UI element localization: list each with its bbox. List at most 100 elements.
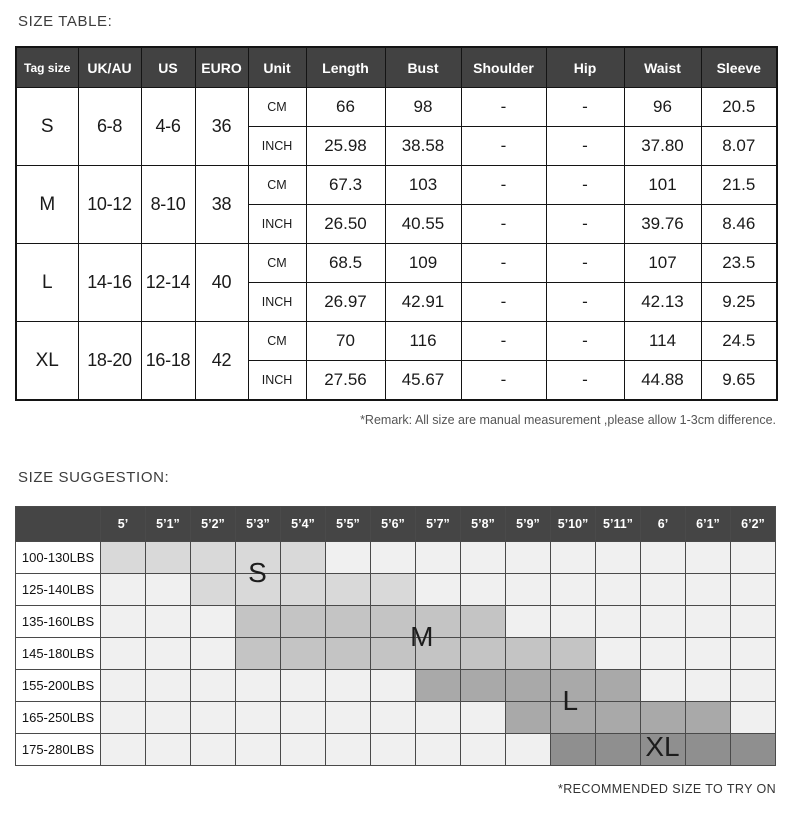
value-cell: 109 xyxy=(384,243,462,283)
size-table-header-cell: Hip xyxy=(545,46,625,88)
grid-cell xyxy=(415,669,461,702)
value-cell: 107 xyxy=(623,243,702,283)
unit-cell: INCH xyxy=(247,126,307,166)
value-cell: - xyxy=(545,165,625,205)
height-header-cell: 5’6” xyxy=(370,506,416,542)
grid-cell xyxy=(415,701,461,734)
grid-cell xyxy=(730,605,776,638)
grid-cell xyxy=(595,605,641,638)
grid-cell xyxy=(145,669,191,702)
grid-cell xyxy=(730,669,776,702)
height-header-cell: 5’5” xyxy=(325,506,371,542)
recommended-note: *RECOMMENDED SIZE TO TRY ON xyxy=(557,782,776,796)
size-suggestion-table: 5’ 5’1” 5’2” 5’3” 5’4” 5’5” 5’6” 5’7” 5’8” 5’9” 5’… xyxy=(15,506,776,766)
size-table-header-cell: Shoulder xyxy=(460,46,547,88)
grid-cell xyxy=(100,637,146,670)
unit-cell: INCH xyxy=(247,282,307,322)
grid-cell xyxy=(145,573,191,606)
grid-cell xyxy=(640,733,686,766)
grid-cell xyxy=(325,637,371,670)
grid-cell xyxy=(235,573,281,606)
grid-cell xyxy=(685,733,731,766)
value-cell: - xyxy=(460,126,547,166)
grid-cell xyxy=(685,541,731,574)
table-row: 135-160LBS xyxy=(15,605,776,638)
grid-cell xyxy=(100,605,146,638)
value-cell: 40.55 xyxy=(384,204,462,244)
size-table-header-cell: UK/AU xyxy=(77,46,142,88)
grid-cell xyxy=(100,573,146,606)
corner-cell xyxy=(15,506,101,542)
euro-cell: 38 xyxy=(194,165,249,244)
grid-cell xyxy=(190,701,236,734)
height-header-cell: 5’7” xyxy=(415,506,461,542)
grid-cell xyxy=(640,701,686,734)
grid-cell xyxy=(190,733,236,766)
value-cell: 37.80 xyxy=(623,126,702,166)
value-cell: 21.5 xyxy=(700,165,778,205)
size-suggestion-header-row: 5’ 5’1” 5’2” 5’3” 5’4” 5’5” 5’6” 5’7” 5’8” 5’9” 5’… xyxy=(15,506,776,542)
grid-cell xyxy=(730,541,776,574)
grid-cell xyxy=(325,669,371,702)
value-cell: 42.13 xyxy=(623,282,702,322)
grid-cell xyxy=(460,701,506,734)
size-table-header-cell: US xyxy=(140,46,196,88)
grid-cell xyxy=(595,669,641,702)
grid-cell xyxy=(550,701,596,734)
size-table-header-cell: Sleeve xyxy=(700,46,778,88)
euro-cell: 42 xyxy=(194,321,249,401)
height-header-cell: 5’4” xyxy=(280,506,326,542)
grid-cell xyxy=(550,637,596,670)
grid-cell xyxy=(460,541,506,574)
tag-size-cell: XL xyxy=(15,321,79,401)
grid-cell xyxy=(505,733,551,766)
grid-cell xyxy=(190,573,236,606)
table-row: INCH 26.50 40.55- -39.76 8.46 xyxy=(16,204,778,244)
grid-cell xyxy=(685,669,731,702)
uk-au-cell: 14-16 xyxy=(77,243,142,322)
value-cell: - xyxy=(545,321,625,361)
grid-cell xyxy=(190,605,236,638)
table-row: INCH 27.56 45.67- -44.88 9.65 xyxy=(16,360,778,401)
grid-cell xyxy=(460,733,506,766)
grid-cell xyxy=(730,701,776,734)
height-header-cell: 6’ xyxy=(640,506,686,542)
grid-cell xyxy=(325,701,371,734)
grid-cell xyxy=(460,605,506,638)
table-row: 155-200LBS xyxy=(15,669,776,702)
grid-cell xyxy=(235,605,281,638)
height-header-cell: 5’10” xyxy=(550,506,596,542)
value-cell: 101 xyxy=(623,165,702,205)
grid-cell xyxy=(730,637,776,670)
value-cell: 67.3 xyxy=(305,165,386,205)
unit-cell: INCH xyxy=(247,204,307,244)
value-cell: 25.98 xyxy=(305,126,386,166)
grid-cell xyxy=(325,541,371,574)
us-cell: 8-10 xyxy=(140,165,196,244)
grid-cell xyxy=(460,669,506,702)
height-header-cell: 5’8” xyxy=(460,506,506,542)
tag-size-cell: L xyxy=(15,243,79,322)
grid-cell xyxy=(640,637,686,670)
euro-cell: 40 xyxy=(194,243,249,322)
value-cell: 24.5 xyxy=(700,321,778,361)
grid-cell xyxy=(595,701,641,734)
table-row: 175-280LBS xyxy=(15,733,776,766)
grid-cell xyxy=(415,541,461,574)
grid-cell xyxy=(235,541,281,574)
weight-cell: 135-160LBS xyxy=(15,605,101,638)
grid-cell xyxy=(685,573,731,606)
value-cell: 23.5 xyxy=(700,243,778,283)
grid-cell xyxy=(505,573,551,606)
value-cell: - xyxy=(545,204,625,244)
grid-cell xyxy=(505,541,551,574)
us-cell: 16-18 xyxy=(140,321,196,401)
grid-cell xyxy=(280,573,326,606)
value-cell: - xyxy=(460,204,547,244)
grid-cell xyxy=(550,669,596,702)
value-cell: 70 xyxy=(305,321,386,361)
grid-cell xyxy=(685,637,731,670)
value-cell: 68.5 xyxy=(305,243,386,283)
uk-au-cell: 18-20 xyxy=(77,321,142,401)
grid-cell xyxy=(595,733,641,766)
